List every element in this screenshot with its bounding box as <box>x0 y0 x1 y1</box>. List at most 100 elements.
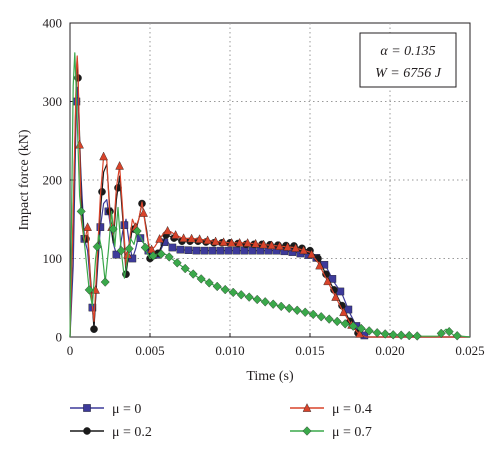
series-point <box>84 285 94 295</box>
series-point <box>315 260 324 270</box>
series-point <box>344 305 353 314</box>
legend-label: μ = 0.4 <box>332 402 372 417</box>
x-tick-label: 0.005 <box>135 343 164 358</box>
series-point <box>300 307 310 317</box>
series-point <box>276 301 286 312</box>
series-point <box>216 246 225 255</box>
series-point <box>299 245 308 255</box>
y-tick-label: 400 <box>43 16 63 31</box>
series-point <box>243 238 252 247</box>
series-point <box>348 321 358 331</box>
x-tick-label: 0.010 <box>215 343 244 358</box>
legend-label: μ = 0.2 <box>112 425 152 440</box>
legend: μ = 0 μ = 0.4 μ = 0.2 μ = 0.7 <box>70 402 372 440</box>
series-point <box>148 251 158 261</box>
series-point <box>251 238 260 248</box>
series-point <box>204 278 214 288</box>
series-point <box>452 331 462 341</box>
y-tick-label: 0 <box>56 330 63 345</box>
series-point <box>336 287 345 296</box>
series-point <box>404 330 414 341</box>
series-point <box>412 331 422 341</box>
series-point <box>112 250 121 259</box>
series-point <box>208 246 217 255</box>
series-point <box>219 237 228 246</box>
series-point <box>203 235 212 245</box>
series-point <box>340 319 350 329</box>
series-point <box>240 246 249 255</box>
x-tick-label: 0.020 <box>375 343 404 358</box>
series-point <box>292 305 302 315</box>
series-point <box>444 326 454 337</box>
series-point <box>196 274 206 284</box>
series-point <box>252 294 262 305</box>
series-point <box>307 249 316 259</box>
y-tick-label: 100 <box>43 251 63 266</box>
series-point <box>96 223 105 231</box>
series-point <box>244 292 254 302</box>
series-3 <box>69 52 471 341</box>
series-point <box>188 269 198 279</box>
series-point <box>176 245 185 254</box>
series-point <box>224 246 233 255</box>
series-point <box>99 151 108 161</box>
series-layer <box>69 52 471 341</box>
series-point <box>372 328 382 338</box>
series-point <box>180 263 190 274</box>
annotation-box: α = 0.135 W = 6756 J <box>359 32 457 88</box>
series-point <box>248 246 257 255</box>
series-point <box>436 328 446 339</box>
series-point <box>236 290 246 300</box>
series-point <box>90 325 98 333</box>
series-point <box>267 240 276 250</box>
series-point <box>283 242 292 251</box>
series-point <box>259 239 268 249</box>
y-axis-label: Impact force (kN) <box>17 129 32 230</box>
series-point <box>211 236 220 246</box>
series-point <box>364 326 374 336</box>
series-point <box>268 299 278 309</box>
series-point <box>235 237 244 247</box>
series-point <box>195 234 204 243</box>
series-point <box>171 230 180 239</box>
series-point <box>228 287 238 298</box>
series-point <box>140 242 150 253</box>
y-tick-label: 200 <box>43 173 63 188</box>
series-point <box>291 243 300 252</box>
series-point <box>200 246 209 255</box>
series-point <box>212 281 222 292</box>
series-point <box>184 246 193 254</box>
x-tick-label: 0.015 <box>295 343 324 358</box>
y-tick-label: 300 <box>43 94 63 109</box>
series-point <box>92 242 102 252</box>
x-tick-label: 0.025 <box>455 343 484 358</box>
legend-item: μ = 0.7 <box>290 425 372 440</box>
series-point <box>168 243 177 252</box>
legend-marker <box>302 426 312 436</box>
series-point <box>308 309 318 320</box>
x-tick-label: 0 <box>67 343 74 358</box>
legend-item: μ = 0.2 <box>70 425 152 440</box>
series-point <box>324 314 334 324</box>
series-point <box>155 234 164 243</box>
x-axis-label: Time (s) <box>246 369 294 384</box>
series-point <box>76 206 86 217</box>
series-point <box>284 303 294 314</box>
annotation-alpha: α = 0.135 <box>380 44 435 59</box>
series-point <box>232 246 241 255</box>
series-point <box>179 233 188 242</box>
series-point <box>116 245 126 256</box>
series-point <box>98 187 106 196</box>
series-point <box>380 329 390 339</box>
series-point <box>132 226 142 236</box>
series-point <box>339 307 348 316</box>
series-point <box>388 330 398 340</box>
legend-label: μ = 0 <box>112 402 141 417</box>
legend-label: μ = 0.7 <box>332 425 372 440</box>
series-point <box>100 277 110 287</box>
series-point <box>396 330 406 340</box>
annotation-work: W = 6756 J <box>375 66 442 81</box>
series-point <box>115 161 124 170</box>
series-point <box>323 276 332 286</box>
